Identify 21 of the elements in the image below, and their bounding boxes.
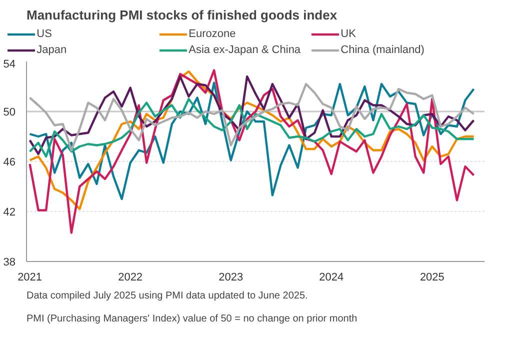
y-tick-label: 42 bbox=[3, 206, 16, 218]
legend-label: Eurozone bbox=[188, 27, 237, 41]
legend-label: Asia ex-Japan & China bbox=[188, 43, 302, 57]
x-tick-label: 2024 bbox=[319, 272, 344, 284]
x-tick-label: 2021 bbox=[18, 272, 42, 284]
text: Data compiled July 2025 using PMI data updated to June 2025. bbox=[26, 290, 308, 302]
y-tick-label: 46 bbox=[3, 156, 16, 168]
line-series bbox=[28, 82, 475, 200]
x-tick-label: 2022 bbox=[118, 272, 143, 284]
legend-label: Japan bbox=[36, 43, 68, 57]
x-tick-label: 2025 bbox=[420, 272, 444, 284]
text: PMI (Purchasing Managers' Index) value of 50 = no change on prior month bbox=[26, 314, 358, 324]
y-tick-label: 38 bbox=[3, 256, 16, 268]
legend-label: US bbox=[36, 27, 53, 41]
legend-label: UK bbox=[340, 27, 357, 41]
legend-label: China (mainland) bbox=[340, 43, 426, 57]
x-tick-label: 2023 bbox=[218, 272, 244, 284]
line-series bbox=[28, 98, 475, 158]
y-tick-label: 50 bbox=[3, 106, 16, 118]
y-tick-label: 54 bbox=[3, 58, 16, 70]
chart-title: Manufacturing PMI stocks of finished goods index bbox=[26, 8, 338, 22]
